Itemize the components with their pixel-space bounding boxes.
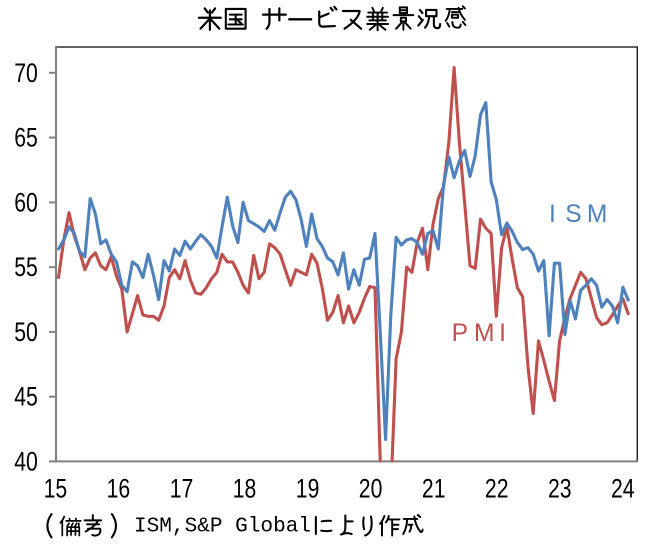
svg-text:15: 15: [44, 474, 68, 504]
svg-text:17: 17: [170, 474, 194, 504]
svg-text:70: 70: [14, 58, 38, 88]
svg-text:40: 40: [14, 446, 38, 476]
svg-text:50: 50: [14, 317, 38, 347]
svg-text:45: 45: [14, 382, 38, 412]
svg-text:65: 65: [14, 123, 38, 153]
svg-text:24: 24: [611, 474, 635, 504]
svg-text:55: 55: [14, 252, 38, 282]
svg-text:60: 60: [14, 187, 38, 217]
svg-text:M: M: [474, 320, 495, 347]
svg-text:19: 19: [296, 474, 320, 504]
svg-text:I: I: [499, 320, 506, 347]
svg-text:16: 16: [107, 474, 131, 504]
svg-text:23: 23: [548, 474, 572, 504]
svg-text:21: 21: [422, 474, 446, 504]
svg-text:18: 18: [233, 474, 257, 504]
svg-text:S: S: [565, 201, 581, 228]
svg-text:20: 20: [359, 474, 383, 504]
svg-text:22: 22: [485, 474, 509, 504]
svg-text:ISM,S&P Global: ISM,S&P Global: [134, 515, 311, 539]
svg-text:M: M: [587, 201, 608, 228]
svg-text:I: I: [549, 201, 556, 228]
svg-text:P: P: [452, 320, 468, 347]
